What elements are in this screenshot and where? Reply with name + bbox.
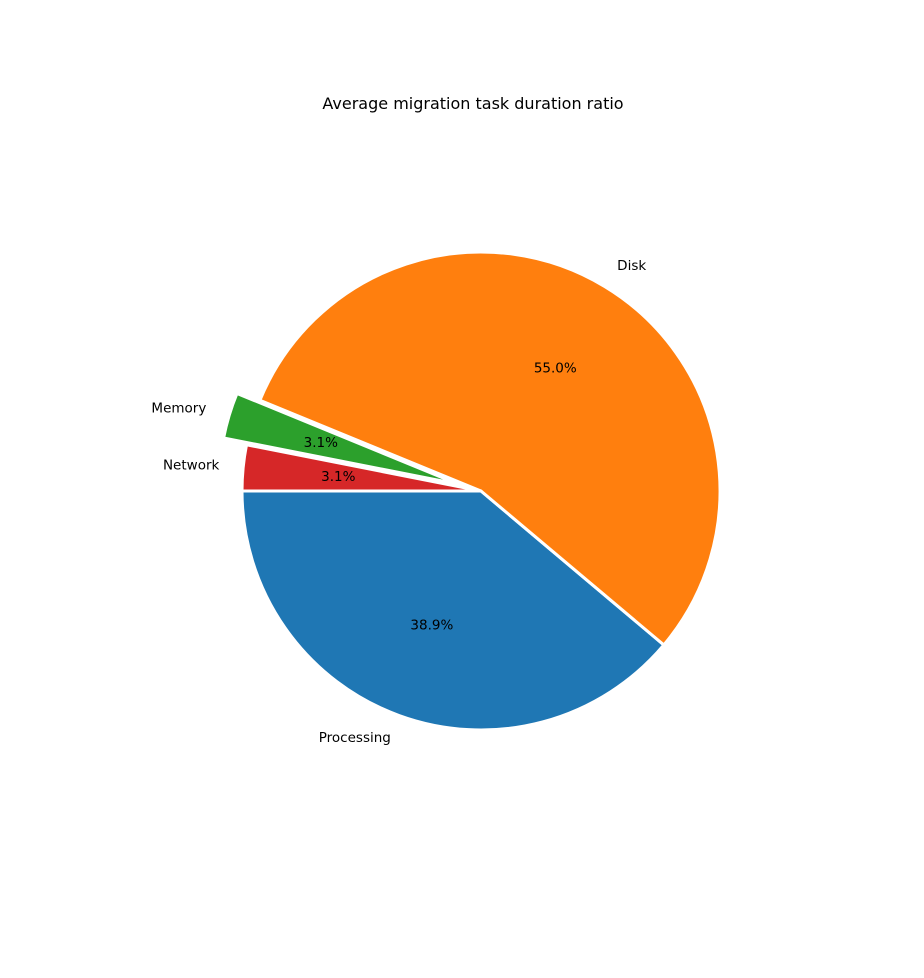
- pie-slice-network: [240, 443, 483, 493]
- labels-layer: Processing 38.9% Disk 55.0% Memory 3.1% Networ…: [151, 258, 646, 746]
- slice-label-disk: Disk: [617, 258, 646, 274]
- slice-pct-disk: 55.0%: [534, 360, 577, 376]
- pie-slice-memory: [222, 391, 460, 486]
- slice-pct-processing: 38.9%: [410, 618, 453, 634]
- slice-label-memory: Memory: [151, 400, 206, 416]
- chart-title: Average migration task duration ratio: [322, 94, 623, 113]
- slice-label-network: Network: [163, 457, 220, 473]
- slices-layer: [222, 250, 722, 732]
- pie-slice-disk: [258, 250, 722, 647]
- pie-slice-processing: [240, 489, 666, 732]
- slice-pct-network: 3.1%: [321, 469, 355, 485]
- slice-label-processing: Processing: [319, 730, 391, 746]
- slice-pct-memory: 3.1%: [304, 435, 338, 451]
